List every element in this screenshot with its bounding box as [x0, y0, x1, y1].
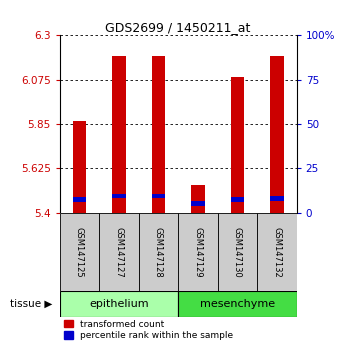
Bar — [231, 77, 244, 213]
Text: GSM147125: GSM147125 — [75, 227, 84, 277]
Text: GSM147132: GSM147132 — [272, 227, 281, 278]
Bar — [60, 291, 178, 317]
Bar — [151, 194, 165, 198]
Bar — [218, 213, 257, 291]
Text: GSM147129: GSM147129 — [193, 227, 203, 277]
Bar — [99, 213, 139, 291]
Legend: transformed count, percentile rank within the sample: transformed count, percentile rank withi… — [64, 320, 234, 340]
Bar — [112, 56, 126, 213]
Bar — [191, 201, 205, 206]
Text: epithelium: epithelium — [89, 299, 149, 309]
Bar — [178, 291, 297, 317]
Bar — [73, 198, 86, 202]
Title: GDS2699 / 1450211_at: GDS2699 / 1450211_at — [105, 21, 251, 34]
Bar — [191, 185, 205, 213]
Text: tissue ▶: tissue ▶ — [11, 299, 53, 309]
Bar — [178, 213, 218, 291]
Text: GSM147128: GSM147128 — [154, 227, 163, 278]
Bar — [139, 213, 178, 291]
Bar — [151, 56, 165, 213]
Bar — [112, 194, 126, 198]
Bar — [270, 56, 284, 213]
Bar — [257, 213, 297, 291]
Bar — [231, 198, 244, 202]
Bar — [73, 121, 86, 213]
Text: mesenchyme: mesenchyme — [200, 299, 275, 309]
Bar — [270, 196, 284, 201]
Text: GSM147130: GSM147130 — [233, 227, 242, 278]
Text: GSM147127: GSM147127 — [115, 227, 123, 278]
Bar — [60, 213, 99, 291]
